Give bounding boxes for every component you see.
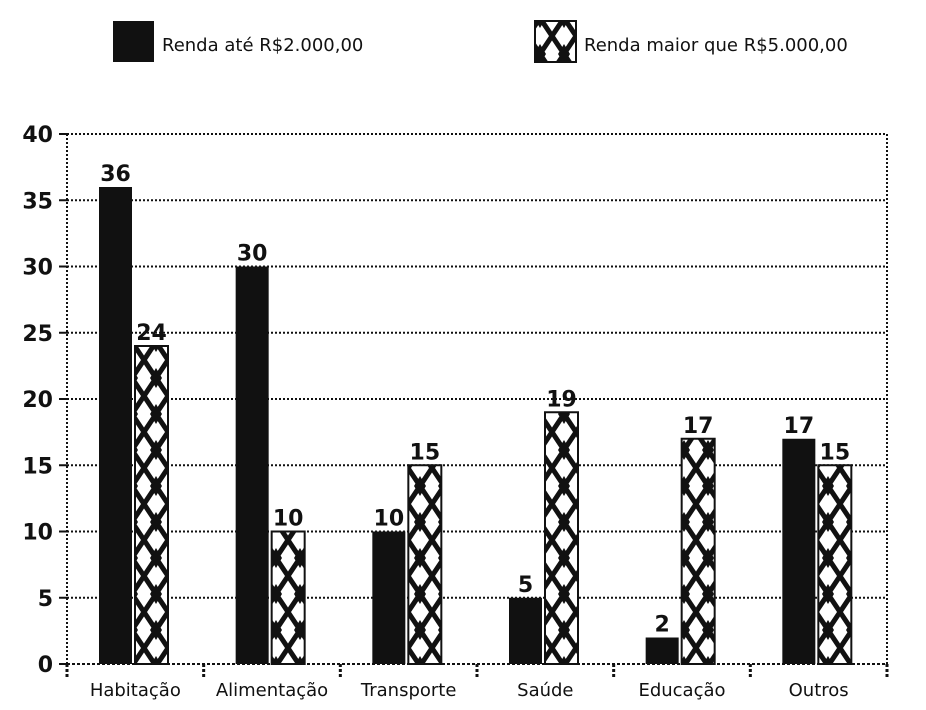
legend-label-high-income: Renda maior que R$5.000,00 (584, 35, 848, 56)
data-label-high-4: 17 (683, 414, 714, 439)
y-tick-label-5: 5 (38, 587, 53, 612)
legend-label-low-income: Renda até R$2.000,00 (162, 35, 363, 56)
data-label-high-3: 19 (546, 387, 577, 412)
y-tick-label-20: 20 (22, 388, 53, 413)
y-tick-label-40: 40 (22, 123, 53, 148)
x-tick-label-1: Alimentação (216, 680, 328, 701)
y-tick-label-0: 0 (38, 653, 53, 678)
y-tick-label-15: 15 (22, 454, 53, 479)
data-label-low-0: 36 (100, 162, 131, 187)
data-label-low-1: 30 (237, 242, 268, 267)
x-tick-label-2: Transporte (360, 680, 457, 701)
bars (99, 187, 853, 665)
data-label-low-3: 5 (518, 573, 533, 598)
y-tick-label-35: 35 (22, 189, 53, 214)
bar-low-0 (99, 187, 132, 664)
x-axis-ticks: Habitação Alimentação Transporte Saúde Educa… (65, 664, 889, 701)
bar-high-4 (680, 437, 716, 665)
bar-high-1 (270, 530, 306, 665)
bar-high-5 (817, 464, 853, 665)
data-label-low-5: 17 (784, 414, 815, 439)
y-tick-label-30: 30 (22, 256, 53, 281)
bar-high-3 (544, 411, 579, 665)
bar-low-1 (235, 266, 269, 664)
data-label-low-2: 10 (374, 507, 405, 532)
x-tick-label-0: Habitação (90, 680, 181, 701)
x-tick-label-4: Educação (638, 680, 725, 701)
data-label-high-0: 24 (136, 321, 167, 346)
y-axis-ticks: 0 5 10 15 20 25 30 35 40 (22, 123, 67, 678)
y-tick-label-25: 25 (22, 322, 53, 347)
x-tick-label-5: Outros (789, 680, 849, 701)
data-label-high-5: 15 (820, 440, 851, 465)
bar-low-3 (509, 597, 542, 664)
legend-swatch-high-income (534, 20, 577, 63)
data-label-high-1: 10 (273, 507, 304, 532)
gridlines (67, 133, 887, 599)
x-tick-label-3: Saúde (517, 680, 573, 701)
bar-low-5 (782, 438, 816, 664)
legend: Renda até R$2.000,00 Renda maior que R$5… (113, 20, 848, 63)
data-label-low-4: 2 (655, 613, 670, 638)
legend-swatch-low-income (113, 21, 154, 62)
data-label-high-2: 15 (410, 440, 441, 465)
bar-low-2 (372, 531, 406, 664)
bar-high-0 (134, 345, 169, 665)
bar-low-4 (645, 637, 679, 664)
y-tick-label-10: 10 (22, 521, 53, 546)
bar-high-2 (407, 464, 443, 665)
